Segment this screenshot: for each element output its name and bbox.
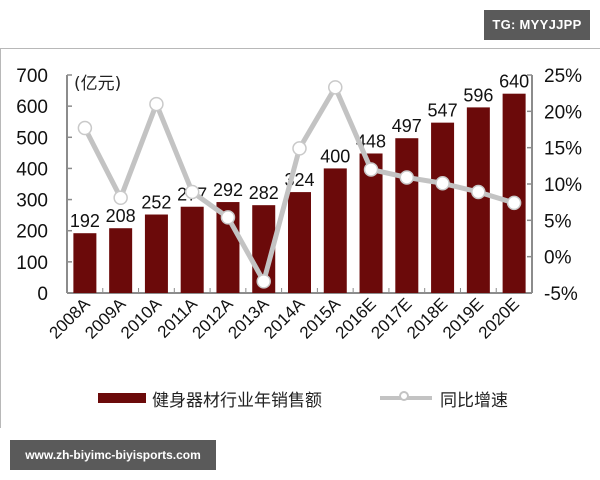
bar-2008A [73, 233, 97, 293]
svg-text:400: 400 [16, 159, 48, 180]
legend-bar-swatch-icon [98, 393, 146, 403]
svg-text:500: 500 [16, 128, 48, 149]
legend-item-growth: 同比增速 [380, 384, 508, 412]
bar-2014A [288, 192, 311, 293]
unit-label: (亿元) [74, 74, 121, 94]
watermark-badge-bottom: www.zh-biyimc-biyisports.com [10, 440, 216, 470]
x-axis-labels: 2008A2009A2010A2011A2012A2013A2014A2015A… [46, 294, 523, 343]
growth-point-2016E [363, 162, 379, 177]
growth-point-2015A [328, 80, 343, 95]
growth-point-2008A [77, 120, 93, 136]
bar-2019E [466, 107, 490, 293]
legend-item-sales: 健身器材行业年销售额 [98, 384, 322, 412]
chart-frame [0, 48, 600, 428]
svg-text:10%: 10% [544, 175, 582, 196]
right-axis: -5% 0% 5% 10% 15% 20% 25% [527, 66, 582, 305]
growth-line-series [77, 80, 522, 289]
svg-text:5%: 5% [544, 211, 572, 232]
bar-series [73, 93, 526, 293]
bar-2020E [502, 93, 526, 293]
bar-2017E [395, 138, 419, 293]
bar-2016E [359, 153, 383, 293]
svg-text:0%: 0% [544, 248, 572, 269]
legend-sales-label: 健身器材行业年销售额 [152, 390, 322, 411]
chart: 0 100 200 300 400 500 600 700 -5% 0% 5% 10% 15% 20% 2… [16, 66, 582, 343]
growth-point-2012A [220, 210, 236, 225]
svg-text:25%: 25% [544, 66, 582, 87]
bar-2018E [431, 122, 455, 293]
bar-value-label: 292 [213, 180, 243, 200]
growth-point-2020E [506, 195, 522, 211]
bar-value-label: 497 [392, 116, 422, 136]
bar-value-label: 547 [428, 101, 458, 121]
bar-value-label: 400 [320, 146, 350, 166]
bar-2009A [109, 228, 133, 293]
watermark-badge-top: TG: MYYJJPP [484, 10, 590, 40]
left-axis: 0 100 200 300 400 500 600 700 [16, 66, 532, 305]
growth-point-2019E [471, 184, 486, 200]
svg-text:-5%: -5% [544, 284, 578, 305]
svg-text:200: 200 [16, 222, 48, 243]
growth-point-2017E [399, 170, 415, 185]
growth-point-2014A [292, 141, 307, 156]
bar-2011A [180, 206, 204, 293]
bar-value-label: 208 [106, 206, 136, 226]
bar-value-label: 640 [499, 72, 529, 92]
legend: 健身器材行业年销售额 同比增速 [0, 384, 600, 412]
bar-2015A [323, 168, 347, 293]
svg-text:700: 700 [16, 66, 48, 87]
bar-value-label: 282 [249, 183, 279, 203]
bar-value-label: 252 [141, 193, 171, 213]
bar-value-label: 596 [463, 85, 493, 105]
x-axis-label: 2010A [117, 294, 166, 343]
svg-text:0: 0 [37, 284, 48, 305]
svg-text:600: 600 [16, 97, 48, 118]
growth-point-2018E [435, 176, 450, 191]
growth-point-2010A [149, 96, 164, 112]
bar-2010A [144, 214, 168, 293]
legend-line-marker-icon [380, 391, 432, 401]
bar-value-label: 192 [70, 211, 100, 231]
svg-text:100: 100 [16, 253, 48, 274]
growth-point-2009A [113, 190, 128, 206]
growth-point-2011A [184, 184, 200, 200]
growth-point-2013A [256, 274, 271, 289]
svg-text:300: 300 [16, 191, 48, 212]
legend-growth-label: 同比增速 [440, 390, 508, 411]
svg-text:20%: 20% [544, 102, 582, 123]
x-axis-label: 2020E [475, 294, 523, 342]
svg-text:15%: 15% [544, 139, 582, 160]
